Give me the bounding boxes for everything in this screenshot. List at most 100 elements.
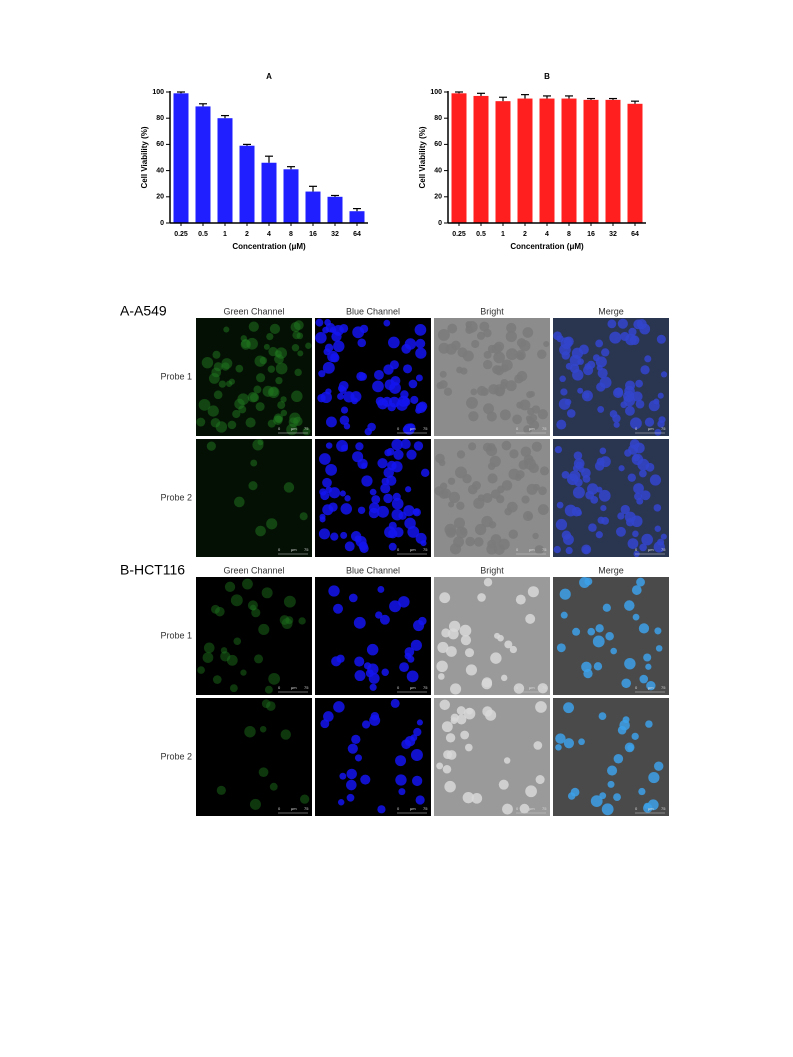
cell [645, 462, 655, 472]
cell [203, 642, 215, 654]
cell [366, 643, 379, 656]
cell [571, 347, 584, 359]
cell [254, 355, 266, 367]
cell [474, 523, 487, 536]
cell [248, 481, 258, 491]
cell [291, 344, 300, 352]
cell [632, 613, 640, 621]
cell [505, 380, 517, 392]
cell [353, 616, 366, 629]
cell [512, 414, 522, 425]
cell [218, 380, 227, 388]
cell [269, 323, 281, 335]
cell [392, 492, 401, 501]
column-header: Bright [480, 565, 504, 575]
scale-start: 0 [635, 806, 638, 811]
scale-end: 75 [304, 685, 309, 690]
cell [627, 538, 639, 549]
cell [416, 719, 423, 726]
cell [631, 732, 639, 740]
cell [280, 396, 287, 403]
cell [505, 330, 517, 343]
cell [483, 578, 493, 587]
cell [648, 771, 660, 784]
y-tick-label: 100 [430, 89, 442, 96]
cell [339, 415, 350, 426]
scale-unit: μm [529, 547, 535, 552]
cell [370, 712, 380, 721]
cell [481, 678, 493, 690]
cell [412, 775, 423, 787]
cell [624, 657, 636, 670]
cell [216, 785, 226, 795]
scale-start: 0 [278, 685, 281, 690]
cell [318, 370, 326, 378]
cell [573, 451, 583, 460]
cell [617, 318, 628, 329]
scale-start: 0 [397, 547, 400, 552]
micrograph [196, 698, 312, 816]
cell [516, 352, 524, 359]
scale-end: 75 [423, 547, 428, 552]
cell [553, 545, 561, 554]
cell [448, 501, 455, 508]
cell [410, 639, 422, 651]
cell [617, 725, 627, 735]
cell [357, 506, 366, 515]
cell [369, 683, 377, 691]
cell [369, 488, 377, 496]
scale-unit: μm [648, 547, 654, 552]
scale-unit: μm [410, 806, 416, 811]
cell [232, 409, 241, 419]
cell [354, 670, 366, 682]
bar [239, 145, 255, 223]
cell [439, 489, 449, 499]
cell [413, 727, 422, 737]
x-tick-label: 1 [223, 231, 227, 238]
cell [352, 326, 365, 339]
cell [439, 380, 448, 389]
cell [435, 453, 445, 464]
cell [339, 386, 347, 395]
cell [519, 399, 531, 411]
cell [403, 423, 415, 435]
cell [283, 595, 296, 608]
cell [653, 761, 664, 771]
cell [501, 440, 512, 451]
cell [437, 673, 445, 680]
cell [413, 441, 424, 451]
cell [344, 495, 351, 502]
cell [532, 532, 539, 540]
cell [322, 477, 332, 488]
cell [456, 706, 466, 716]
cell [333, 325, 344, 336]
cell [437, 641, 449, 653]
cell [624, 742, 635, 753]
x-tick-label: 8 [289, 231, 293, 238]
cell [362, 720, 371, 729]
cell [465, 321, 472, 328]
scale-end: 75 [542, 685, 547, 690]
cell [388, 542, 397, 551]
cell [527, 586, 539, 598]
cell [361, 462, 368, 469]
cell [630, 417, 642, 430]
cell [415, 374, 423, 382]
cell [337, 393, 344, 400]
cell [599, 456, 611, 468]
cell [229, 684, 238, 693]
cell [354, 656, 365, 667]
y-tick-label: 80 [156, 115, 164, 122]
cell [508, 529, 518, 539]
cell [493, 384, 506, 396]
cell [343, 422, 351, 430]
cell [618, 465, 625, 472]
cell [251, 608, 261, 618]
cell [506, 322, 517, 334]
x-tick-label: 0.25 [174, 231, 188, 238]
cell [417, 401, 428, 412]
x-tick-label: 16 [309, 231, 317, 238]
cell [633, 483, 644, 494]
cell [579, 577, 591, 588]
cell [500, 364, 509, 373]
